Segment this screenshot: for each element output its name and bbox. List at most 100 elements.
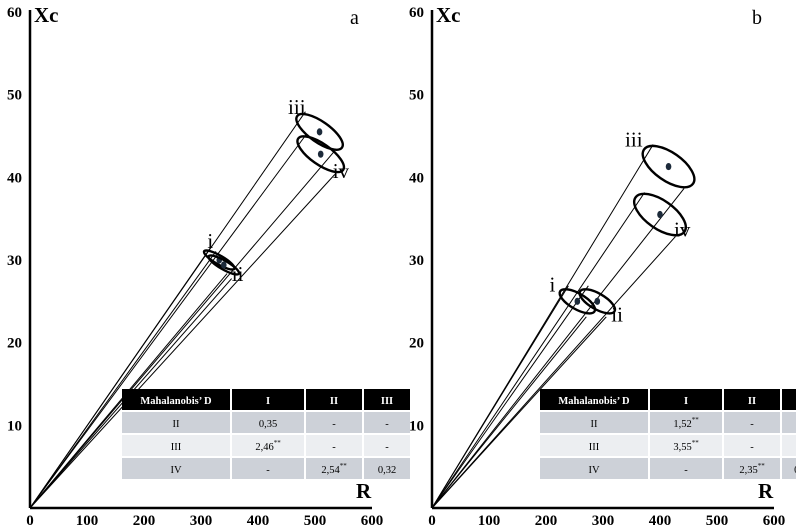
- confidence-ellipse-iv: [296, 135, 346, 174]
- table-header-cell: [782, 389, 796, 410]
- mean-point-iv: [657, 210, 663, 219]
- table-cell-text: IV: [588, 465, 599, 476]
- group-label-ii: ii: [611, 302, 623, 326]
- x-tick-label: 400: [649, 513, 672, 529]
- table-cell-text: 2,35**: [739, 462, 765, 476]
- table-cell: [306, 458, 362, 479]
- table-cell-text: 1,52**: [673, 416, 699, 430]
- x-axis-label: R: [356, 479, 372, 503]
- table-cell-text: IV: [170, 465, 181, 476]
- table-cell: [782, 458, 796, 479]
- table-cell: [650, 412, 722, 433]
- mean-point-iv: [317, 150, 324, 158]
- table-cell: [724, 412, 780, 433]
- table-cell-text: -: [684, 465, 688, 476]
- table-header-text: II: [748, 396, 756, 407]
- table-header-cell: [232, 389, 304, 410]
- x-tick-label: 300: [592, 513, 615, 529]
- cone-line: [431, 236, 676, 509]
- table-cell-text: 0,87*: [794, 462, 796, 476]
- y-tick-label: 50: [409, 88, 424, 104]
- table-header-text: Mahalanobis’ D: [140, 396, 212, 407]
- table-header-cell: [306, 389, 362, 410]
- table-header-text: III: [381, 396, 393, 407]
- group-label-iv: iv: [674, 218, 691, 242]
- table-cell: [232, 412, 304, 433]
- table-cell: [540, 412, 648, 433]
- mean-point-ii: [594, 297, 601, 305]
- table-cell-text: -: [750, 419, 754, 430]
- table-cell: [364, 435, 410, 456]
- table-header-text: I: [684, 396, 688, 407]
- group-label-i: i: [550, 272, 556, 296]
- confidence-ellipse-ii: [578, 288, 617, 315]
- cone-line: [29, 151, 335, 509]
- x-tick-label: 0: [428, 513, 436, 529]
- y-tick-label: 30: [7, 253, 22, 269]
- table-cell: [782, 435, 796, 456]
- table-cell: [364, 412, 410, 433]
- table-cell-text: -: [332, 419, 336, 430]
- y-axis-label: Xc: [436, 3, 461, 27]
- table-cell: [232, 435, 304, 456]
- table-header-cell: [364, 389, 410, 410]
- table-cell-text: III: [589, 442, 600, 453]
- table-cell: [540, 458, 648, 479]
- y-tick-label: 50: [7, 88, 22, 104]
- table-header-cell: [540, 389, 648, 410]
- mean-point-i: [574, 297, 581, 305]
- y-tick-label: 20: [409, 336, 424, 352]
- table-cell: [364, 458, 410, 479]
- table-cell: [122, 435, 230, 456]
- table-cell-text: -: [385, 419, 389, 430]
- table-cell-text: -: [750, 442, 754, 453]
- panel-letter: a: [350, 7, 359, 29]
- table-cell: [782, 412, 796, 433]
- mean-point-iii: [665, 162, 672, 171]
- x-tick-label: 400: [247, 513, 270, 529]
- group-label-iii: iii: [625, 128, 643, 152]
- table-header-cell: [724, 389, 780, 410]
- mean-point-ii: [221, 261, 227, 269]
- cone-line: [431, 192, 645, 509]
- table-header-cell: [122, 389, 230, 410]
- y-tick-label: 60: [409, 5, 424, 21]
- x-tick-label: 600: [361, 513, 384, 529]
- cone-line: [431, 285, 589, 509]
- x-tick-label: 100: [76, 513, 99, 529]
- table-cell: [650, 458, 722, 479]
- table-cell-text: 2,54**: [321, 462, 347, 476]
- cone-line: [431, 144, 654, 509]
- table-cell: [122, 412, 230, 433]
- cone-line: [29, 174, 336, 509]
- table-cell-text: 0,32: [378, 465, 396, 476]
- table-cell: [724, 458, 780, 479]
- confidence-ellipse-iv: [633, 192, 687, 237]
- table-cell: [306, 435, 362, 456]
- confidence-ellipse-ii: [207, 254, 241, 276]
- y-tick-label: 40: [409, 170, 424, 186]
- table-cell-text: II: [173, 419, 180, 430]
- group-label-ii: ii: [232, 262, 244, 286]
- table-cell-text: 2,46**: [255, 439, 281, 453]
- x-tick-label: 0: [26, 513, 34, 529]
- group-label-iv: iv: [333, 159, 350, 183]
- x-tick-label: 300: [190, 513, 213, 529]
- x-axis-label: R: [758, 479, 774, 503]
- table-cell: [232, 458, 304, 479]
- confidence-ellipse-i: [202, 249, 236, 271]
- table-cell-text: -: [332, 442, 336, 453]
- table-header-text: II: [330, 396, 338, 407]
- confidence-ellipse-iii: [641, 144, 696, 189]
- cone-line: [29, 111, 306, 509]
- y-tick-label: 30: [409, 253, 424, 269]
- cone-line: [431, 188, 685, 509]
- x-tick-label: 200: [535, 513, 558, 529]
- mean-point-iii: [316, 128, 323, 136]
- y-tick-label: 20: [7, 336, 22, 352]
- y-axis-label: Xc: [34, 3, 59, 27]
